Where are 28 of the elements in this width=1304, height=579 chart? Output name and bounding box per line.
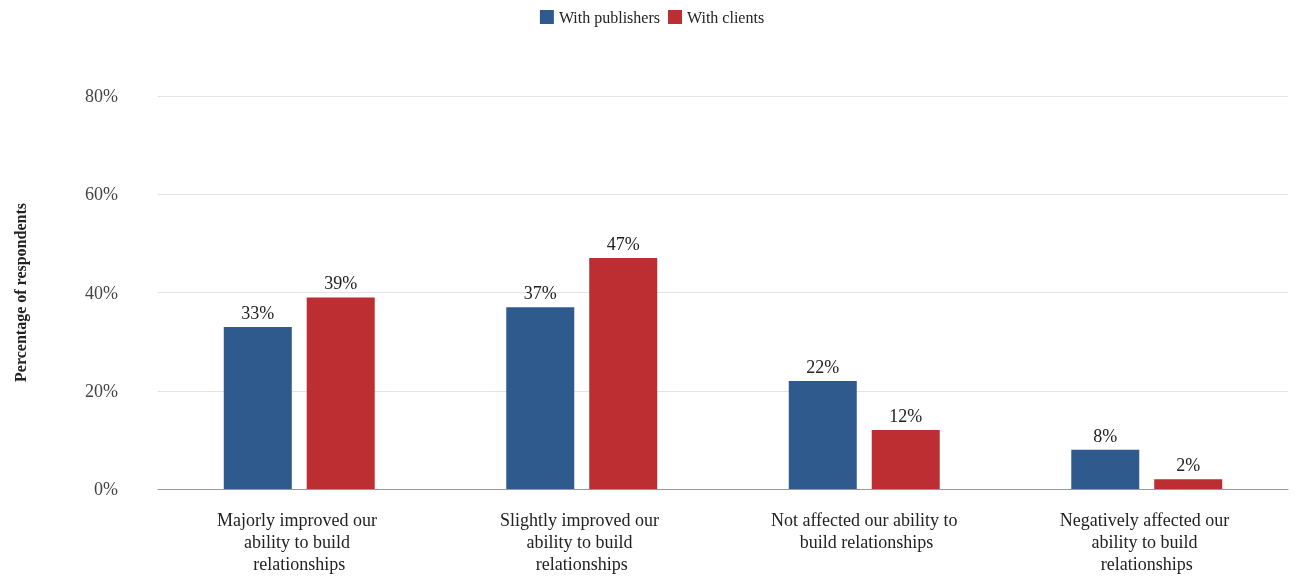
data-label: 8% bbox=[1093, 425, 1118, 446]
x-tick-label: Not affected our ability to build relationships bbox=[770, 510, 958, 552]
x-tick-label: Majorly improved our ability to build relationships bbox=[217, 510, 382, 574]
bar bbox=[1154, 479, 1223, 489]
data-label: 2% bbox=[1176, 455, 1201, 476]
data-label: 12% bbox=[889, 406, 923, 427]
y-tick-label: 80% bbox=[85, 86, 118, 106]
x-tick-label: Negatively affected our ability to build relationships bbox=[1059, 510, 1234, 574]
data-label: 47% bbox=[606, 234, 640, 255]
y-tick-label: 0% bbox=[94, 479, 118, 499]
data-label: 37% bbox=[523, 283, 557, 304]
legend-label: With clients bbox=[687, 8, 765, 26]
bar bbox=[1071, 449, 1140, 489]
y-tick-label: 60% bbox=[85, 184, 118, 205]
bar bbox=[506, 307, 575, 489]
y-axis-title: Percentage of respondents bbox=[11, 203, 30, 382]
x-tick-label: Slightly improved our ability to build relationships bbox=[500, 510, 664, 574]
y-tick-label: 40% bbox=[85, 282, 118, 303]
bar bbox=[871, 430, 940, 489]
bar bbox=[223, 326, 292, 489]
bar bbox=[589, 258, 658, 489]
data-label: 39% bbox=[324, 273, 358, 294]
data-label: 22% bbox=[806, 356, 840, 377]
bar bbox=[306, 297, 375, 489]
data-label: 33% bbox=[241, 302, 275, 323]
bar bbox=[788, 380, 857, 489]
y-tick-label: 20% bbox=[85, 380, 118, 401]
legend-label: With publishers bbox=[558, 8, 660, 27]
